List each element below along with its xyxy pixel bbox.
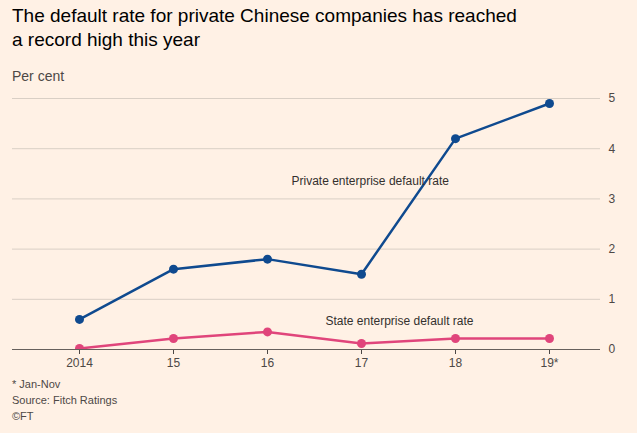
svg-text:0: 0 <box>609 342 616 356</box>
svg-text:Private enterprise default rat: Private enterprise default rate <box>292 174 450 188</box>
svg-text:2014: 2014 <box>66 356 93 370</box>
html-text:Source: Fitch Ratings: Source: Fitch Ratings <box>12 394 118 406</box>
svg-text:2: 2 <box>609 242 616 256</box>
html-text:Per cent: Per cent <box>12 68 65 84</box>
svg-text:5: 5 <box>609 91 616 105</box>
svg-text:15: 15 <box>167 356 181 370</box>
svg-text:State enterprise default rate: State enterprise default rate <box>325 314 473 328</box>
svg-text:16: 16 <box>261 356 275 370</box>
svg-text:18: 18 <box>449 356 463 370</box>
html-text:* Jan-Nov: * Jan-Nov <box>12 378 61 390</box>
svg-text:17: 17 <box>355 356 369 370</box>
svg-text:1: 1 <box>609 292 616 306</box>
html-text:©FT: ©FT <box>12 410 34 422</box>
svg-text:3: 3 <box>609 192 616 206</box>
html-text:The default rate for private C: The default rate for private Chinese com… <box>12 5 517 50</box>
svg-text:4: 4 <box>609 142 616 156</box>
svg-text:19*: 19* <box>540 356 558 370</box>
